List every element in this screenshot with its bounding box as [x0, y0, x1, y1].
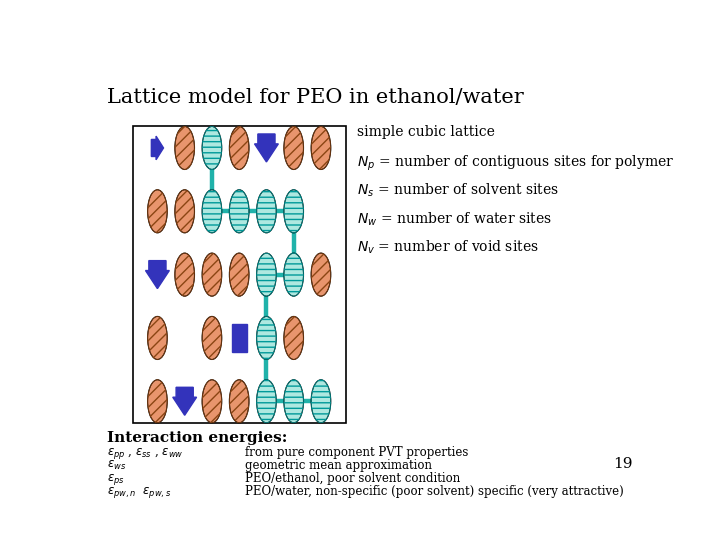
Ellipse shape	[311, 126, 330, 170]
Text: from pure component PVT properties: from pure component PVT properties	[245, 446, 469, 459]
FancyArrow shape	[255, 134, 279, 162]
Ellipse shape	[284, 190, 304, 233]
Ellipse shape	[175, 190, 194, 233]
Ellipse shape	[230, 126, 249, 170]
Text: Lattice model for PEO in ethanol/water: Lattice model for PEO in ethanol/water	[107, 88, 523, 107]
Text: 19: 19	[613, 457, 632, 471]
FancyArrow shape	[173, 387, 197, 415]
FancyArrow shape	[151, 136, 163, 160]
Ellipse shape	[256, 316, 276, 360]
Ellipse shape	[175, 253, 194, 296]
Ellipse shape	[284, 316, 304, 360]
Ellipse shape	[284, 126, 304, 170]
Ellipse shape	[202, 126, 222, 170]
Bar	[132, 126, 346, 423]
Ellipse shape	[284, 253, 304, 296]
Ellipse shape	[148, 316, 167, 360]
Text: PEO/ethanol, poor solvent condition: PEO/ethanol, poor solvent condition	[245, 472, 460, 485]
Ellipse shape	[256, 190, 276, 233]
Text: $\mathit{N}_s$ = number of solvent sites: $\mathit{N}_s$ = number of solvent sites	[357, 182, 559, 199]
Text: $\varepsilon_{pw,n}$  $\varepsilon_{pw,s}$: $\varepsilon_{pw,n}$ $\varepsilon_{pw,s}…	[107, 485, 171, 500]
Ellipse shape	[202, 380, 222, 423]
Text: geometric mean approximation: geometric mean approximation	[245, 459, 432, 472]
Ellipse shape	[202, 190, 222, 233]
Ellipse shape	[284, 380, 304, 423]
Ellipse shape	[256, 253, 276, 296]
Ellipse shape	[202, 316, 222, 360]
Ellipse shape	[175, 126, 194, 170]
Text: simple cubic lattice: simple cubic lattice	[357, 125, 495, 139]
Ellipse shape	[230, 190, 249, 233]
FancyArrow shape	[145, 261, 169, 288]
Text: $\mathit{N}_w$ = number of water sites: $\mathit{N}_w$ = number of water sites	[357, 211, 552, 228]
Ellipse shape	[256, 380, 276, 423]
Ellipse shape	[148, 190, 167, 233]
Text: $\mathit{N}_p$ = number of contiguous sites for polymer: $\mathit{N}_p$ = number of contiguous si…	[357, 153, 675, 173]
Ellipse shape	[202, 253, 222, 296]
Ellipse shape	[148, 380, 167, 423]
Text: PEO/water, non-specific (poor solvent) specific (very attractive): PEO/water, non-specific (poor solvent) s…	[245, 485, 624, 498]
Text: $\mathit{N}_v$ = number of void sites: $\mathit{N}_v$ = number of void sites	[357, 239, 539, 256]
Ellipse shape	[311, 380, 330, 423]
Bar	[232, 324, 246, 352]
Ellipse shape	[311, 253, 330, 296]
Ellipse shape	[230, 253, 249, 296]
Text: Interaction energies:: Interaction energies:	[107, 430, 287, 444]
Ellipse shape	[230, 380, 249, 423]
Text: $\varepsilon_{ps}$: $\varepsilon_{ps}$	[107, 472, 125, 487]
Text: $\varepsilon_{pp}$ , $\varepsilon_{ss}$ , $\varepsilon_{ww}$: $\varepsilon_{pp}$ , $\varepsilon_{ss}$ …	[107, 446, 184, 461]
Text: $\varepsilon_{ws}$: $\varepsilon_{ws}$	[107, 459, 126, 472]
